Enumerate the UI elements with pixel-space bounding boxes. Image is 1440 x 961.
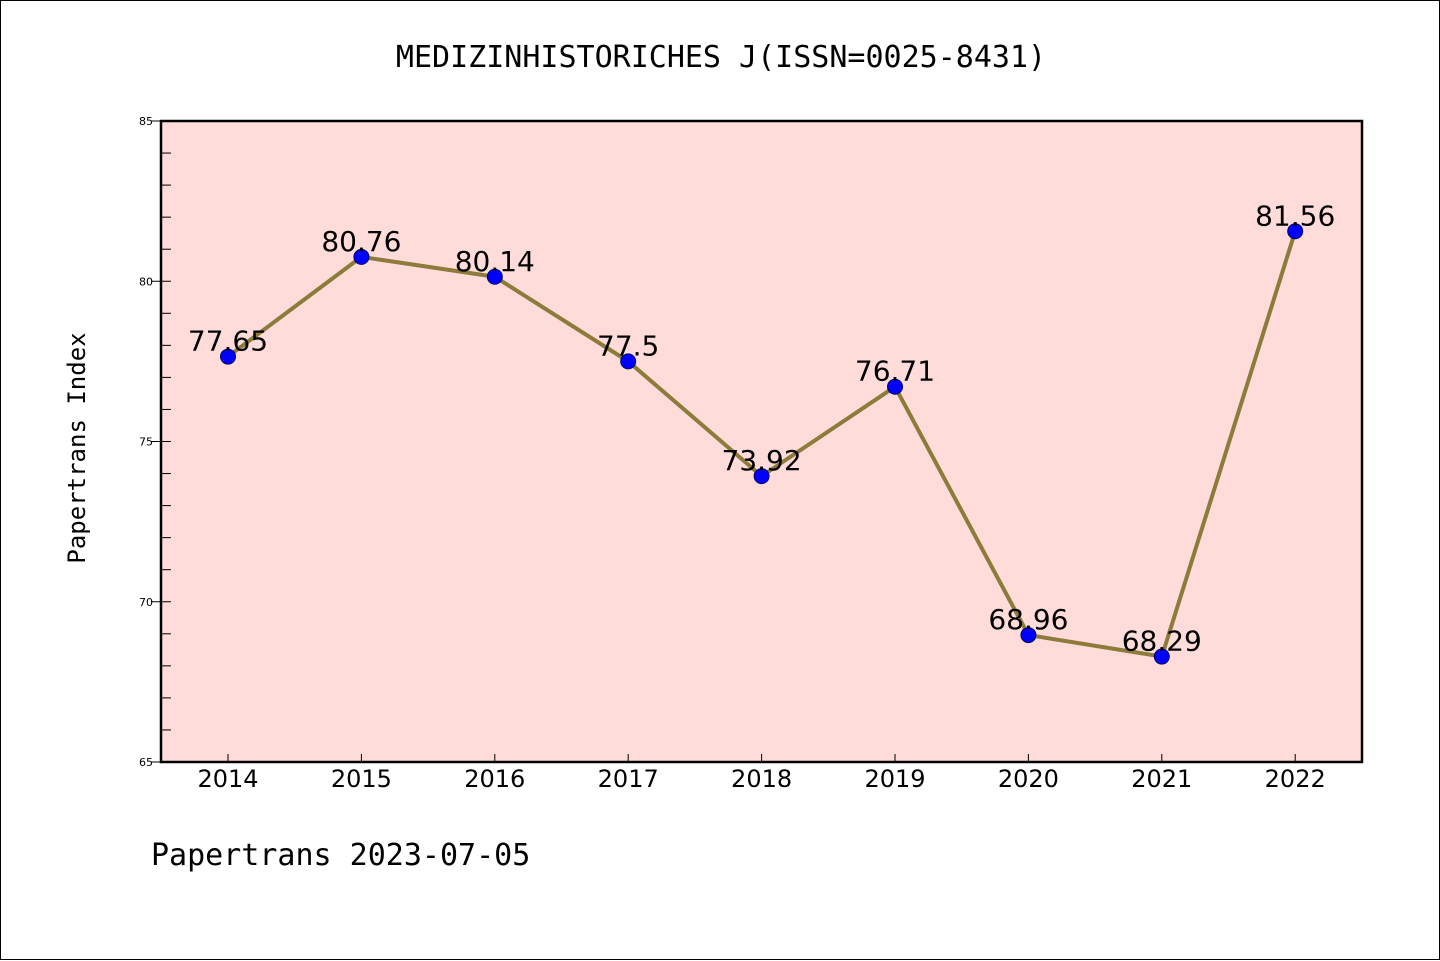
- x-tick-label: 2017: [598, 765, 659, 793]
- data-point: [1287, 223, 1304, 240]
- data-point: [220, 348, 236, 365]
- data-label: 73.92: [722, 444, 802, 477]
- data-label: 80.76: [321, 225, 401, 258]
- data-point: [887, 378, 903, 395]
- data-label: 68.29: [1122, 625, 1202, 658]
- x-tick-label: 2014: [197, 765, 258, 793]
- data-label: 68.96: [988, 603, 1068, 636]
- y-axis: 65 70 75 80 85: [139, 115, 171, 769]
- series: 77.65 80.76 80.14 77.5 73.92 76.71 68.96 68.29 8…: [188, 199, 1335, 665]
- y-tick-label: 75: [139, 436, 153, 449]
- y-axis-label: Papertrans Index: [63, 332, 91, 563]
- data-point: [1153, 648, 1170, 665]
- footer-date-label: Papertrans 2023-07-05: [151, 838, 530, 873]
- data-label: 76.71: [855, 355, 935, 388]
- x-tick-label: 2016: [464, 765, 525, 793]
- data-point: [1020, 627, 1037, 644]
- chart-title: MEDIZINHISTORICHES J(ISSN=0025-8431): [396, 40, 1046, 75]
- x-tick-label: 2020: [998, 765, 1059, 793]
- y-tick-label: 70: [139, 596, 153, 609]
- data-point: [753, 468, 770, 485]
- data-label: 81.56: [1255, 199, 1335, 232]
- data-label: 77.5: [597, 329, 659, 362]
- y-tick-label: 80: [139, 275, 153, 288]
- x-tick-label: 2015: [331, 765, 392, 793]
- x-tick-label: 2021: [1131, 765, 1192, 793]
- plot-area: [159, 119, 1364, 764]
- y-tick-label: 65: [139, 756, 153, 769]
- data-point: [620, 353, 637, 370]
- data-label: 77.65: [188, 325, 268, 358]
- x-tick-label: 2022: [1265, 765, 1326, 793]
- x-tick-label: 2019: [864, 765, 925, 793]
- x-axis: 2014 2015 2016 2017 2018 2019 2020 2021 2022: [197, 754, 1326, 793]
- y-tick-label: 85: [139, 115, 153, 128]
- x-tick-label: 2018: [731, 765, 792, 793]
- data-point: [353, 248, 370, 265]
- data-point: [486, 268, 503, 285]
- data-label: 80.14: [455, 245, 535, 278]
